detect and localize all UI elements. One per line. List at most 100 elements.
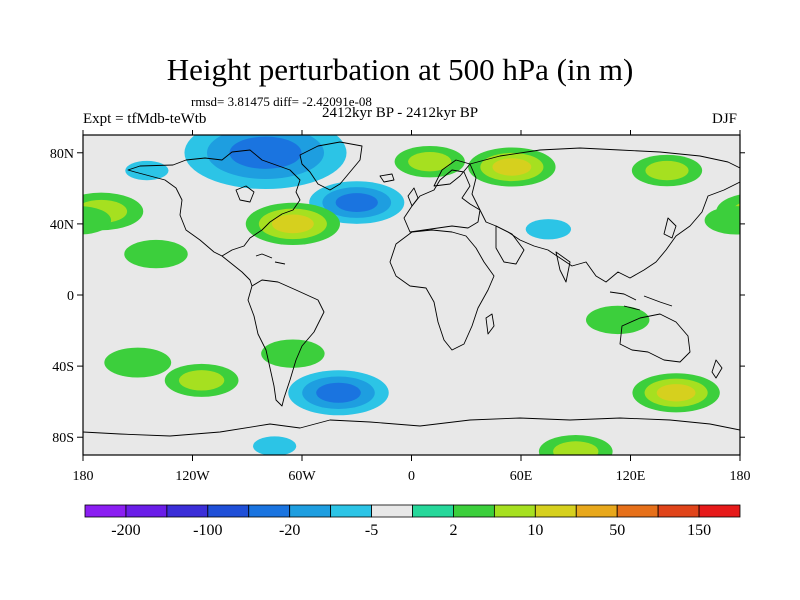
- colorbar-label: 2: [449, 522, 457, 539]
- colorbar-swatch: [125, 504, 168, 518]
- anomaly-center: [161, 135, 370, 200]
- coastline-africa: [389, 229, 495, 351]
- anomaly-contour: [471, 355, 535, 384]
- colorbar-swatch: [534, 504, 577, 518]
- map-background: [83, 135, 740, 455]
- coastline-japan: [663, 217, 677, 239]
- anomaly-center: [111, 154, 183, 187]
- coastline-caribbean: [255, 253, 286, 265]
- anomaly-contour: [704, 206, 740, 235]
- colorbar-label: 10: [527, 522, 543, 539]
- x-tick-label: 180: [730, 469, 751, 484]
- anomaly-center: [653, 330, 717, 359]
- colorbar-swatch: [657, 504, 700, 518]
- y-tick-label: 40N: [50, 218, 74, 233]
- anomaly-center: [394, 145, 465, 178]
- colorbar-label: -5: [365, 522, 378, 539]
- y-tick-label: 40S: [52, 360, 74, 375]
- season-label: DJF: [712, 111, 738, 127]
- coastline-antarctica: [83, 417, 740, 437]
- anomaly-contour: [335, 193, 378, 213]
- colorbar-label: -200: [111, 522, 140, 539]
- y-tick-label: 80N: [50, 147, 74, 162]
- anomaly-contour: [585, 305, 650, 335]
- anomaly-contour: [261, 339, 325, 368]
- period-label: 2412kyr BP - 2412kyr BP: [322, 105, 479, 121]
- x-tick-label: 60W: [288, 469, 316, 484]
- anomaly-contour: [704, 419, 740, 448]
- anomaly-contour: [271, 214, 314, 234]
- coastline-arabia-india: [495, 225, 571, 283]
- colorbar-swatch: [616, 504, 659, 518]
- y-tick-label: 80S: [52, 431, 74, 446]
- anomaly-center: [538, 434, 613, 455]
- plot-title: Height perturbation at 500 hPa (in m): [166, 52, 634, 87]
- anomaly-center: [631, 154, 703, 187]
- colorbar-swatch: [412, 504, 454, 518]
- y-tick-label: 0: [67, 289, 74, 304]
- experiment-label: Expt = tfMdb-teWtb: [83, 111, 207, 127]
- anomaly-contour: [125, 160, 169, 181]
- anomaly-contour: [553, 441, 599, 455]
- coastline-greenland: [299, 141, 363, 191]
- anomaly-contour: [656, 384, 696, 402]
- colorbar-label: -100: [193, 522, 222, 539]
- coastline-south-america: [247, 279, 325, 407]
- coastline-madagascar: [485, 313, 495, 335]
- x-tick-label: 0: [408, 469, 415, 484]
- anomaly-center: [632, 373, 720, 413]
- coastline-australia: [619, 313, 691, 363]
- anomaly-contour: [229, 136, 302, 169]
- anomaly-contour: [178, 370, 225, 391]
- anomaly-contour: [492, 158, 532, 176]
- anomaly-contour: [316, 382, 361, 403]
- axis-layer: 180 120W 60W 0 60E 120E 180 80N 40N 0 40S 80S: [50, 130, 751, 484]
- coastline-central-america: [221, 255, 253, 287]
- coastlines: [83, 141, 740, 437]
- anomaly-contour: [104, 347, 172, 378]
- coastline-north-america: [127, 149, 301, 257]
- x-tick-label: 60E: [510, 469, 533, 484]
- stats-label: rmsd= 3.81475 diff= -2.42091e-08: [191, 94, 372, 109]
- anomaly-center: [83, 206, 740, 235]
- anomaly-center: [511, 212, 586, 246]
- colorbar-swatch: [698, 504, 741, 518]
- x-tick-label: 180: [73, 469, 94, 484]
- coastline-europe: [403, 169, 481, 233]
- colorbar-swatch: [453, 504, 495, 518]
- anomaly-contour: [653, 330, 717, 359]
- colorbar-swatch: [330, 504, 372, 518]
- colorbar-swatch: [493, 504, 536, 518]
- anomaly-contour: [414, 436, 482, 455]
- colorbar-swatch: [575, 504, 618, 518]
- anomaly-center: [585, 305, 650, 335]
- coastline-new-zealand: [711, 359, 723, 379]
- colorbar-label: 50: [609, 522, 625, 539]
- map-area: [83, 135, 740, 455]
- colorbar-swatch: [289, 504, 332, 518]
- coastline-uk: [407, 187, 419, 207]
- anomaly-center: [83, 419, 740, 448]
- coastline-hudson-bay: [235, 185, 255, 203]
- anomaly-center: [274, 364, 403, 422]
- anomaly-center: [164, 363, 239, 397]
- colorbar: -200 -100 -20 -5 2 10 50 150: [84, 504, 741, 539]
- colorbar-label: 150: [687, 522, 711, 539]
- anomaly-center: [124, 239, 188, 269]
- anomaly-center: [261, 339, 325, 368]
- colorbar-label: -20: [279, 522, 300, 539]
- x-tick-label: 120W: [175, 469, 210, 484]
- anomaly-center: [245, 202, 340, 245]
- anomaly-contour: [253, 436, 297, 455]
- anomaly-contour: [645, 160, 689, 181]
- anomaly-center: [471, 355, 535, 384]
- anomaly-center: [414, 436, 482, 455]
- colorbar-swatch: [166, 504, 209, 518]
- anomaly-contour-wrap: [83, 419, 112, 448]
- colorbar-swatch: [371, 504, 413, 518]
- x-tick-label: 120E: [616, 469, 646, 484]
- colorbar-swatch: [84, 504, 127, 518]
- anomaly-layer: [83, 135, 740, 455]
- anomaly-contour: [408, 151, 452, 172]
